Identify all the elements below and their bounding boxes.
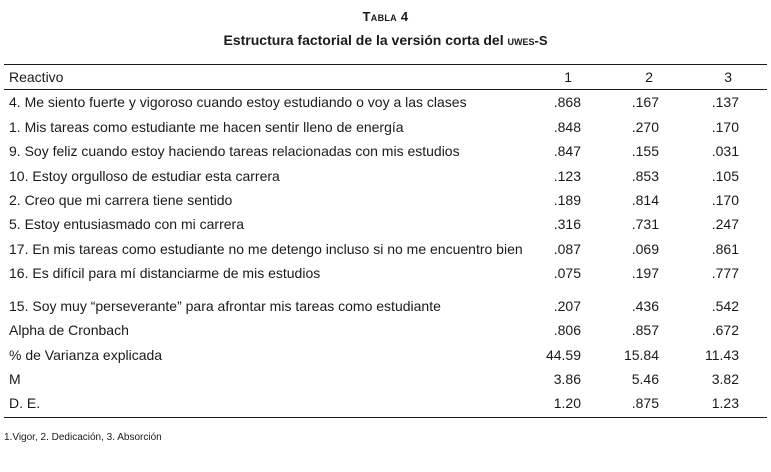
table-footnote: 1.Vigor, 2. Dedicación, 3. Absorción [4,432,162,443]
caption-abbreviation: uwes-S [507,33,548,48]
table-row: Alpha de Cronbach .806 .857 .672 [9,319,763,341]
header-factor-2: 2 [645,69,653,85]
table-row: D. E. 1.20 .875 1.23 [9,392,763,414]
row-value-3: 1.23 [711,395,739,411]
row-value-1: 3.86 [553,371,581,387]
table-row: 16. Es difícil para mí distanciarme de m… [9,262,763,284]
row-value-3: .137 [711,94,739,110]
row-value-2: .436 [631,298,659,314]
row-label: 1. Mis tareas como estudiante me hacen s… [9,119,404,135]
row-label: 16. Es difícil para mí distanciarme de m… [9,265,321,281]
table-row: 10. Estoy orgulloso de estudiar esta car… [9,165,763,187]
table-row: 9. Soy feliz cuando estoy haciendo tarea… [9,140,763,162]
row-value-3: .672 [711,322,739,338]
row-label: 17. En mis tareas como estudiante no me … [9,241,523,257]
row-value-1: .848 [553,119,581,135]
row-value-3: .170 [711,119,739,135]
row-value-1: .316 [553,216,581,232]
header-factor-1: 1 [564,69,572,85]
row-value-3: .105 [711,168,739,184]
row-value-1: .847 [553,143,581,159]
row-label: M [9,371,21,387]
table-row: 5. Estoy entusiasmado con mi carrera .31… [9,213,763,235]
header-rule [4,89,767,90]
row-value-2: .270 [631,119,659,135]
row-value-1: .123 [553,168,581,184]
row-value-1: .087 [553,241,581,257]
row-label: 5. Estoy entusiasmado con mi carrera [9,216,244,232]
caption-text: Estructura factorial de la versión corta… [223,32,508,48]
row-value-1: .868 [553,94,581,110]
table-row: 1. Mis tareas como estudiante me hacen s… [9,116,763,138]
bottom-rule [4,417,767,418]
row-value-2: .069 [631,241,659,257]
row-label: 9. Soy feliz cuando estoy haciendo tarea… [9,143,460,159]
row-value-1: .075 [553,265,581,281]
row-label: 4. Me siento fuerte y vigoroso cuando es… [9,94,467,110]
row-value-3: 3.82 [711,371,739,387]
row-label: 2. Creo que mi carrera tiene sentido [9,192,233,208]
row-value-1: .806 [553,322,581,338]
row-value-3: .170 [711,192,739,208]
row-value-2: .731 [631,216,659,232]
row-value-2: .875 [631,395,659,411]
row-value-2: 5.46 [631,371,659,387]
row-value-3: .031 [711,143,739,159]
table-row: % de Varianza explicada 44.59 15.84 11.4… [9,344,763,366]
row-value-3: .861 [711,241,739,257]
row-label: % de Varianza explicada [9,347,163,363]
row-value-2: .857 [631,322,659,338]
row-value-2: .167 [631,94,659,110]
row-value-2: .197 [631,265,659,281]
row-value-2: .155 [631,143,659,159]
row-value-3: .777 [711,265,739,281]
table-row: M 3.86 5.46 3.82 [9,368,763,390]
row-value-3: 11.43 [705,347,739,363]
row-value-1: .207 [553,298,581,314]
row-value-1: 1.20 [553,395,581,411]
row-value-2: .814 [631,192,659,208]
row-label: Alpha de Cronbach [9,322,129,338]
table-header-row: Reactivo 1 2 3 [9,66,763,88]
table-label: Tabla 4 [362,9,409,24]
row-value-1: .189 [553,192,581,208]
row-label: D. E. [9,395,41,411]
table-row: 4. Me siento fuerte y vigoroso cuando es… [9,91,763,113]
row-value-2: .853 [631,168,659,184]
table-row: 17. En mis tareas como estudiante no me … [9,238,763,260]
row-label: 15. Soy muy “perseverante” para afrontar… [9,298,441,314]
row-value-3: .542 [711,298,739,314]
row-value-2: 15.84 [623,347,659,363]
table-row: 15. Soy muy “perseverante” para afrontar… [9,295,763,317]
header-factor-3: 3 [724,69,732,85]
row-value-1: 44.59 [545,347,581,363]
table-row: 2. Creo que mi carrera tiene sentido .18… [9,189,763,211]
table-caption: Estructura factorial de la versión corta… [0,32,771,48]
header-item: Reactivo [9,69,64,85]
top-rule [4,64,767,65]
row-label: 10. Estoy orgulloso de estudiar esta car… [9,168,280,184]
row-value-3: .247 [711,216,739,232]
